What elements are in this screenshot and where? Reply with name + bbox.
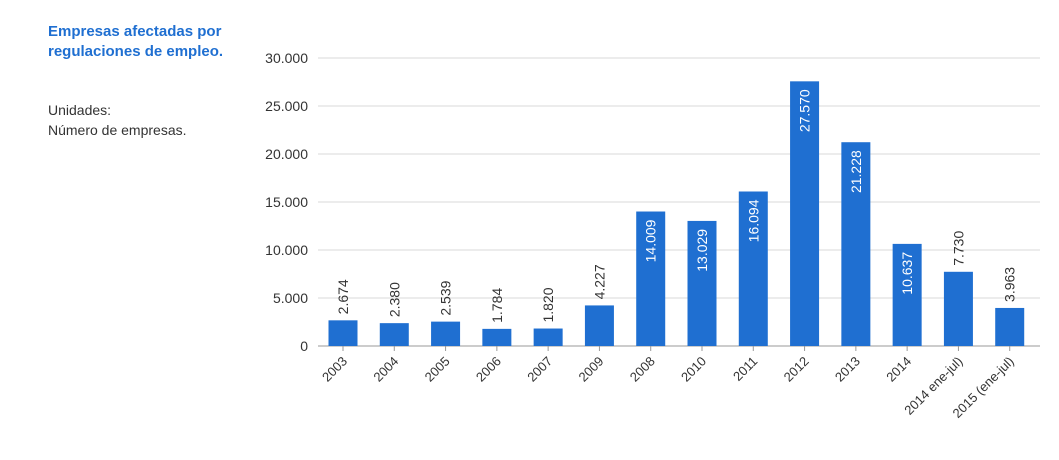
- bar: [533, 328, 563, 346]
- y-tick-label: 20.000: [265, 146, 308, 162]
- bar: [687, 220, 717, 346]
- bar: [841, 142, 871, 346]
- y-tick-label: 30.000: [265, 50, 308, 66]
- units-note: Unidades: Número de empresas.: [48, 100, 187, 140]
- bar: [790, 81, 820, 346]
- bars: 2.674 2.380 2.539 1.784 1.820 4.227 14.009 13.0…: [328, 81, 1025, 346]
- y-tick-label: 5.000: [273, 290, 308, 306]
- x-tick-label: 2013: [832, 354, 863, 385]
- y-tick-label: 10.000: [265, 242, 308, 258]
- x-axis: 2003 2004 2005 2006 2007 2009 2008 2010 2011 2012…: [319, 346, 1017, 421]
- data-label: 13.029: [694, 229, 710, 272]
- x-tick-label: 2003: [319, 354, 350, 385]
- bar: [584, 305, 614, 346]
- bar: [431, 321, 461, 346]
- data-label: 10.637: [899, 252, 915, 295]
- y-tick-label: 25.000: [265, 98, 308, 114]
- data-label: 16.094: [745, 199, 761, 242]
- bar: [482, 328, 512, 346]
- units-label: Unidades:: [48, 102, 112, 118]
- bar: [328, 320, 358, 346]
- chart-title: Empresas afectadas por regulaciones de e…: [48, 23, 224, 60]
- x-tick-label: 2007: [524, 354, 555, 385]
- data-label: 2.674: [335, 279, 351, 314]
- x-tick-label: 2014: [883, 354, 914, 385]
- bar: [379, 323, 409, 346]
- gridlines: [318, 57, 1040, 347]
- units-value: Número de empresas.: [48, 122, 187, 138]
- data-label: 3.963: [1002, 267, 1018, 302]
- bar: [892, 243, 922, 346]
- data-label: 27.570: [797, 89, 813, 132]
- data-label: 2.539: [438, 280, 454, 315]
- x-tick-label: 2011: [730, 354, 760, 384]
- data-label: 7.730: [950, 231, 966, 266]
- x-tick-label: 2004: [370, 354, 401, 385]
- data-label: 4.227: [591, 264, 607, 299]
- y-tick-label: 0: [300, 338, 308, 354]
- bar: [738, 191, 768, 346]
- data-label: 1.820: [540, 287, 556, 322]
- x-tick-label: 2012: [781, 354, 812, 385]
- data-label: 1.784: [489, 288, 505, 323]
- data-label: 14.009: [643, 219, 659, 262]
- y-tick-label: 15.000: [265, 194, 308, 210]
- bar: [943, 271, 973, 346]
- data-label: 21.228: [848, 150, 864, 193]
- x-tick-label: 2005: [422, 354, 453, 385]
- y-axis: 0 5.000 10.000 15.000 20.000 25.000 30.000: [265, 50, 308, 354]
- x-tick-label: 2006: [473, 354, 504, 385]
- data-label: 2.380: [386, 282, 402, 317]
- x-tick-label: 2009: [575, 354, 606, 385]
- bar: [995, 307, 1025, 346]
- bar: [636, 211, 666, 346]
- x-tick-label: 2010: [678, 354, 709, 385]
- x-tick-label: 2008: [627, 354, 658, 385]
